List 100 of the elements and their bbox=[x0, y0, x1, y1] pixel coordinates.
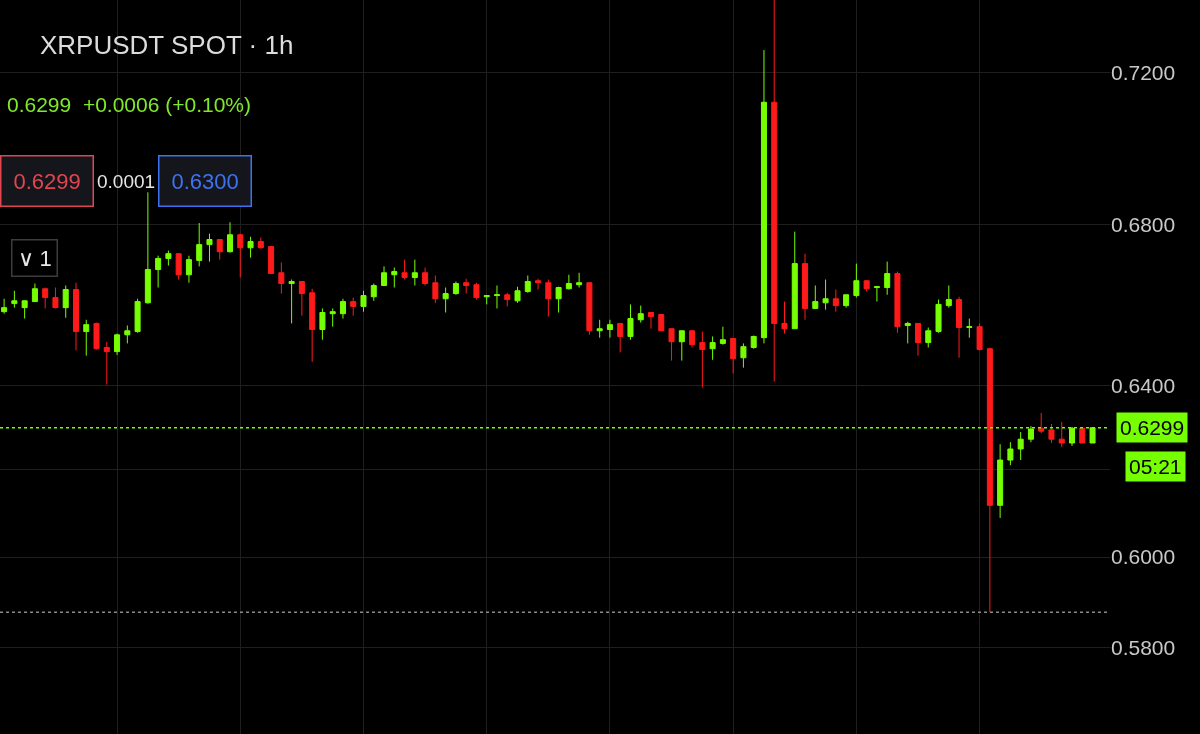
candlestick bbox=[843, 294, 850, 309]
candlestick bbox=[21, 300, 28, 320]
candlestick bbox=[555, 286, 562, 313]
candlestick bbox=[545, 279, 552, 318]
candlestick bbox=[894, 271, 901, 334]
annotation: 0.6299 bbox=[13, 168, 81, 194]
candlestick bbox=[339, 298, 346, 320]
candlestick bbox=[463, 278, 470, 295]
candlestick bbox=[668, 328, 675, 362]
candlestick bbox=[247, 236, 254, 259]
candlestick bbox=[904, 321, 911, 344]
candlestick bbox=[483, 295, 490, 305]
candlestick bbox=[524, 275, 531, 294]
candlestick bbox=[802, 253, 809, 321]
candlestick bbox=[196, 222, 203, 267]
y-tick-label: 0.5800 bbox=[1111, 635, 1176, 659]
candlestick bbox=[298, 281, 305, 317]
candlestick bbox=[956, 296, 963, 359]
candlestick bbox=[432, 275, 439, 304]
candlestick bbox=[781, 301, 788, 335]
candlestick bbox=[863, 280, 870, 293]
candlestick bbox=[945, 285, 952, 309]
text: XRPUSDT SPOT · 1h bbox=[40, 30, 294, 60]
candlestick bbox=[832, 289, 839, 313]
candlestick bbox=[93, 322, 100, 351]
candlestick bbox=[873, 286, 880, 303]
candlestick bbox=[165, 250, 172, 267]
candlestick bbox=[134, 298, 141, 334]
candlestick bbox=[257, 237, 264, 250]
candlestick bbox=[576, 272, 583, 289]
candlestick bbox=[401, 259, 408, 281]
candlestick bbox=[709, 335, 716, 361]
candlestick bbox=[370, 283, 377, 302]
candlestick bbox=[750, 335, 757, 350]
candlestick bbox=[740, 342, 747, 369]
candlestick bbox=[493, 285, 500, 309]
candlestick bbox=[699, 331, 706, 389]
candlestick bbox=[627, 303, 634, 341]
candlestick bbox=[925, 326, 932, 348]
candlestick bbox=[175, 253, 182, 281]
candlestick bbox=[966, 318, 973, 339]
candlestick bbox=[1038, 412, 1045, 434]
candlestick bbox=[565, 274, 572, 291]
candlestick bbox=[719, 326, 726, 344]
candlestick bbox=[103, 341, 110, 386]
candlestick bbox=[31, 283, 38, 303]
candlestick bbox=[596, 319, 603, 339]
candlestick bbox=[268, 245, 275, 275]
text: 0.6299 +0.0006 (+0.10%) bbox=[7, 93, 252, 116]
candlestick bbox=[52, 287, 59, 309]
candlestick bbox=[647, 311, 655, 330]
candlestick bbox=[1048, 423, 1055, 444]
candlestick bbox=[606, 319, 613, 339]
candlestick bbox=[155, 255, 162, 289]
candlestick bbox=[997, 443, 1004, 519]
candlestick bbox=[360, 290, 367, 313]
candlestick bbox=[504, 292, 511, 307]
candlestick bbox=[288, 279, 295, 324]
annotation: ∨ 1 bbox=[17, 245, 52, 271]
candlestick bbox=[1007, 441, 1014, 466]
candlestick bbox=[1079, 427, 1086, 444]
candlestick bbox=[226, 221, 234, 254]
candlestick bbox=[658, 314, 665, 332]
y-tick-label: 0.6000 bbox=[1111, 545, 1176, 569]
candlestick bbox=[72, 282, 79, 351]
candlestick bbox=[535, 278, 542, 291]
candlestick bbox=[914, 322, 921, 357]
candlestick bbox=[329, 307, 336, 328]
candlestick bbox=[812, 285, 819, 309]
candlestick bbox=[411, 259, 418, 287]
candlestick bbox=[216, 239, 223, 261]
candlestick bbox=[381, 265, 388, 287]
candlestick bbox=[1017, 431, 1024, 461]
candlestick bbox=[391, 267, 398, 289]
y-tick-label: 0.6800 bbox=[1111, 212, 1176, 236]
y-tick-label: 0.7200 bbox=[1111, 60, 1176, 84]
y-tick-label: 0.6400 bbox=[1111, 373, 1176, 397]
candlestick bbox=[124, 324, 131, 344]
candlestick bbox=[935, 299, 942, 334]
candlestick bbox=[319, 307, 326, 341]
candlestick bbox=[422, 267, 429, 287]
candlestick bbox=[617, 322, 624, 353]
text: 05:21 bbox=[1129, 455, 1182, 478]
candlestick bbox=[473, 282, 480, 301]
candlestick bbox=[730, 337, 737, 374]
candlestick bbox=[62, 285, 69, 319]
candlestick bbox=[637, 305, 644, 324]
candlestick bbox=[309, 288, 316, 363]
candlestick bbox=[1058, 421, 1065, 448]
candlestick bbox=[42, 287, 49, 309]
candlestick bbox=[771, 0, 778, 383]
candlestick bbox=[278, 261, 285, 295]
annotation: 0.0001 bbox=[97, 171, 156, 192]
candlestick bbox=[442, 287, 449, 313]
candlestick bbox=[452, 281, 459, 296]
candlestick bbox=[976, 322, 983, 351]
candlestick bbox=[144, 191, 151, 305]
candlestick bbox=[678, 330, 685, 362]
candlestick bbox=[514, 286, 521, 304]
candlestick bbox=[114, 333, 121, 356]
